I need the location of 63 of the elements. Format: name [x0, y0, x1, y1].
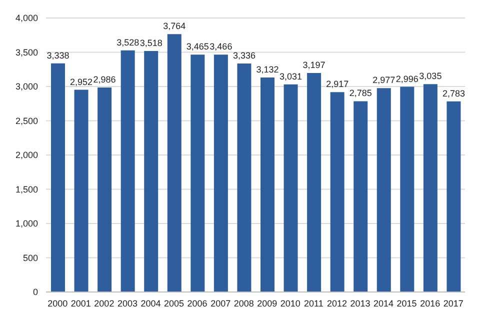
data-label: 2,986	[93, 74, 116, 84]
bar	[376, 88, 391, 292]
data-label: 3,518	[140, 38, 162, 48]
bar	[74, 90, 88, 292]
y-tick-label: 3,500	[15, 47, 38, 58]
y-tick-label: 4,000	[15, 13, 38, 24]
x-tick-label: 2012	[326, 298, 347, 308]
x-tick-label: 2000	[48, 298, 68, 308]
data-label: 2,783	[442, 88, 465, 98]
data-label: 3,338	[46, 50, 70, 60]
y-tick-label: 500	[22, 252, 38, 263]
bar	[307, 73, 322, 292]
x-tick-label: 2006	[187, 298, 208, 308]
y-tick-label: 1,000	[15, 218, 38, 229]
bar	[400, 86, 414, 292]
x-tick-label: 2007	[210, 298, 231, 308]
bar	[51, 63, 65, 292]
data-label: 2,917	[326, 79, 349, 90]
x-tick-label: 2017	[443, 298, 464, 308]
y-tick-label: 3,000	[15, 82, 38, 92]
bar	[190, 54, 205, 292]
data-label: 2,977	[372, 75, 396, 86]
x-tick-label: 2001	[70, 298, 91, 308]
bar	[330, 92, 344, 292]
data-label: 3,465	[186, 42, 209, 52]
x-tick-label: 2009	[257, 298, 278, 308]
data-label: 3,764	[163, 21, 186, 32]
x-tick-label: 2004	[140, 298, 161, 308]
bar	[144, 51, 158, 292]
x-tick-label: 2015	[396, 298, 417, 308]
bar	[284, 84, 298, 292]
bar	[214, 54, 228, 292]
x-tick-label: 2014	[374, 298, 394, 308]
bar	[167, 34, 182, 292]
bar	[446, 101, 461, 292]
data-label: 3,132	[256, 64, 279, 74]
data-label: 3,466	[210, 42, 232, 52]
bar	[120, 50, 135, 292]
data-label: 3,336	[232, 50, 256, 60]
bar	[354, 101, 368, 292]
x-tick-label: 2003	[117, 298, 138, 308]
x-tick-label: 2005	[164, 298, 184, 308]
y-tick-label: 0	[32, 287, 38, 298]
data-label: 3,197	[302, 60, 326, 70]
data-label: 2,952	[70, 76, 93, 87]
data-label: 3,035	[419, 71, 442, 82]
y-tick-label: 1,500	[15, 184, 38, 194]
y-tick-label: 2,500	[15, 116, 38, 126]
data-label: 3,031	[280, 71, 302, 82]
data-label: 2,785	[349, 88, 372, 98]
bar	[237, 63, 252, 292]
bar	[98, 87, 112, 292]
x-tick-label: 2011	[304, 298, 324, 308]
x-tick-label: 2013	[350, 298, 370, 308]
x-tick-label: 2008	[234, 298, 254, 308]
data-label: 3,528	[116, 37, 140, 48]
y-tick-label: 2,000	[15, 150, 38, 160]
x-tick-label: 2002	[94, 298, 114, 308]
data-label: 2,996	[396, 74, 418, 84]
bar	[260, 77, 274, 292]
x-tick-label: 2016	[420, 298, 440, 308]
x-tick-label: 2010	[280, 298, 300, 308]
bar	[423, 84, 438, 292]
